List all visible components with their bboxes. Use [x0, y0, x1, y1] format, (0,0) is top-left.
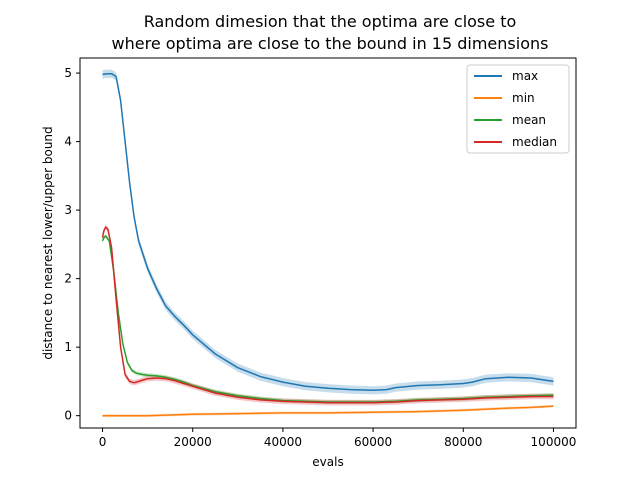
y-tick-label: 3 [64, 203, 72, 217]
legend-box [466, 64, 570, 154]
y-tick-label: 5 [64, 66, 72, 80]
x-axis-label: evals [312, 455, 343, 469]
x-tick-label: 0 [99, 435, 107, 449]
x-tick-label: 20000 [174, 435, 212, 449]
legend: max min mean median [466, 64, 570, 154]
y-tick-label: 4 [64, 135, 72, 149]
series-lines [101, 73, 554, 417]
y-axis-label: distance to nearest lower/upper bound [41, 126, 55, 359]
legend-label-min: min [512, 91, 535, 105]
y-tick-label: 2 [64, 272, 72, 286]
x-axis: 0 20000 40000 60000 80000 100000 [99, 428, 577, 449]
line-min [102, 405, 554, 417]
x-tick-label: 100000 [531, 435, 577, 449]
legend-label-max: max [512, 69, 538, 83]
line-max [102, 73, 554, 392]
chart-title-line1: Random dimesion that the optima are clos… [144, 12, 517, 31]
x-tick-label: 60000 [354, 435, 392, 449]
y-tick-label: 1 [64, 340, 72, 354]
plot-frame [79, 57, 577, 429]
x-tick-label: 80000 [444, 435, 482, 449]
legend-label-median: median [512, 135, 557, 149]
chart-title-line2: where optima are close to the bound in 1… [112, 34, 549, 53]
legend-label-mean: mean [512, 113, 546, 127]
y-axis: 0 1 2 3 4 5 [64, 66, 80, 423]
line-median [101, 226, 554, 404]
x-tick-label: 40000 [264, 435, 302, 449]
y-tick-label: 0 [64, 409, 72, 423]
